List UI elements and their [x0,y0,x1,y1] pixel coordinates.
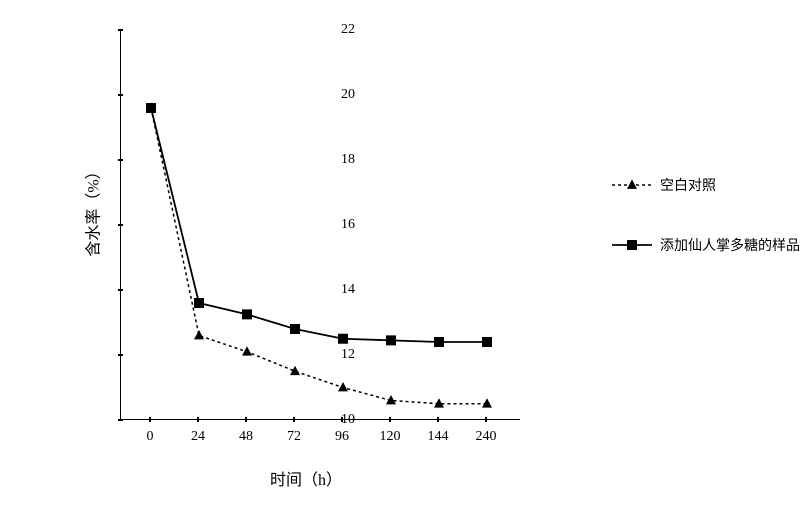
series-marker [194,298,204,308]
chart-container: 含水率（%） 时间（h） 10121416182022 024487296120… [30,10,770,500]
x-tick-label: 24 [191,429,205,445]
x-tick-label: 144 [428,429,449,445]
legend-label: 空白对照 [660,175,716,195]
x-tick-label: 96 [335,429,349,445]
legend-swatch [612,178,652,192]
series-marker [338,382,348,391]
series-marker [482,398,492,407]
legend-label: 添加仙人掌多糖的样品 [660,235,800,255]
series-marker [194,330,204,339]
legend-item: 空白对照 [612,175,800,195]
series-marker [242,346,252,355]
series-marker [290,324,300,334]
y-axis-label: 含水率（%） [80,163,104,256]
plot-area [120,30,520,420]
plot-svg [121,30,521,420]
series-marker [386,395,396,404]
series-marker [482,337,492,347]
x-tick-label: 0 [147,429,154,445]
series-marker [146,103,156,113]
x-tick-label: 240 [476,429,497,445]
series-marker [434,337,444,347]
x-tick-label: 48 [239,429,253,445]
x-tick-label: 72 [287,429,301,445]
legend-item: 添加仙人掌多糖的样品 [612,235,800,255]
series-marker [434,398,444,407]
series-line-0 [151,108,487,404]
series-marker [386,335,396,345]
legend: 空白对照添加仙人掌多糖的样品 [612,175,800,295]
series-marker [242,309,252,319]
x-axis-label: 时间（h） [270,466,342,490]
series-marker [338,334,348,344]
legend-swatch [612,238,652,252]
x-tick-label: 120 [380,429,401,445]
